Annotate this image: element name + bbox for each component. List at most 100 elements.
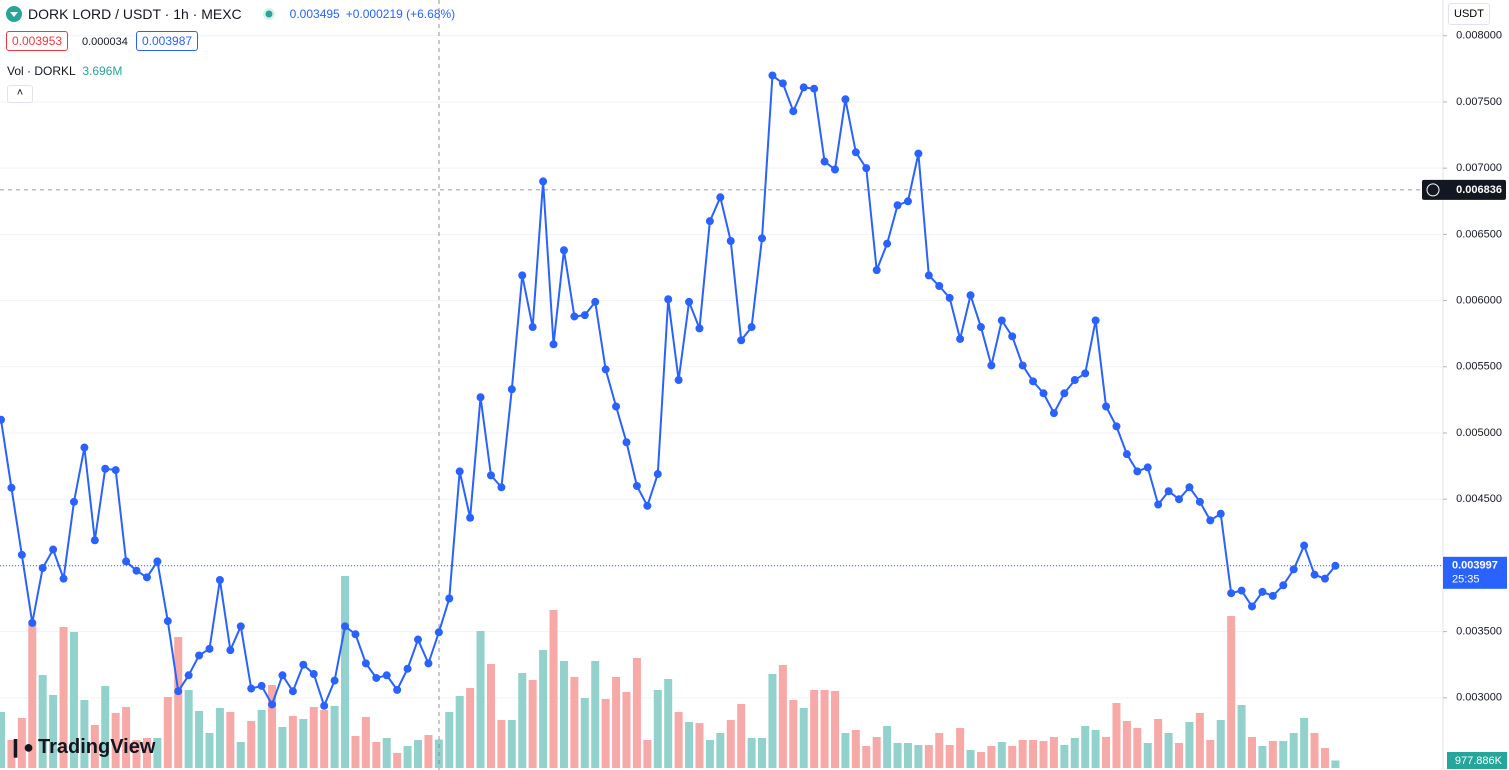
price-point <box>862 164 871 173</box>
price-point <box>976 323 985 332</box>
bid-price[interactable]: 0.003953 <box>6 31 69 51</box>
price-point <box>1289 565 1298 574</box>
y-tick-label: 0.006500 <box>1456 228 1502 240</box>
volume-bar <box>455 696 464 768</box>
volume-bar <box>632 658 641 768</box>
price-point <box>393 685 402 694</box>
volume-bar <box>268 685 277 768</box>
volume-bar <box>622 692 631 768</box>
y-tick-label: 0.003000 <box>1456 692 1502 704</box>
volume-bar <box>414 740 422 768</box>
price-point <box>403 664 412 673</box>
price-point <box>1008 332 1017 341</box>
symbol-header: DORK LORD / USDT · 1h · MEXC 0.003495 +0… <box>6 6 455 22</box>
volume-bar <box>1320 748 1329 768</box>
price-point <box>1310 570 1319 579</box>
currency-button[interactable]: USDT <box>1448 3 1490 25</box>
crosshair-plus <box>1426 183 1440 197</box>
countdown-label: 25:35 <box>1452 574 1480 586</box>
price-point <box>914 149 923 158</box>
price-point <box>1185 483 1194 492</box>
volume-bar <box>247 721 256 768</box>
price-point <box>549 340 558 349</box>
volume-bar <box>726 720 735 768</box>
logo-mark: ❙● <box>8 737 34 757</box>
volume-bar <box>601 699 610 768</box>
price-point <box>80 443 89 452</box>
price-point <box>685 297 694 306</box>
price-point <box>612 402 621 411</box>
volume-bar <box>1143 743 1152 768</box>
price-point <box>247 684 256 693</box>
volume-bar <box>1060 745 1069 768</box>
price-point <box>372 673 381 682</box>
volume-bar <box>497 720 506 768</box>
volume-bar <box>69 632 78 768</box>
price-point <box>653 470 662 479</box>
volume-bar <box>1070 738 1079 768</box>
price-point <box>1039 389 1048 398</box>
crosshair-close: 0.003495 <box>289 7 340 21</box>
volume-bar <box>205 733 214 768</box>
volume-bar <box>341 576 350 768</box>
price-point <box>90 536 99 545</box>
volume-bar <box>1122 721 1131 768</box>
volume-bar <box>1039 741 1048 768</box>
price-point <box>768 71 777 80</box>
price-point <box>455 467 464 476</box>
volume-bar <box>945 745 954 768</box>
volume-bar <box>1029 740 1038 768</box>
symbol-icon <box>6 6 22 22</box>
price-point <box>414 635 422 644</box>
price-point <box>28 618 37 627</box>
volume-bar <box>653 690 662 768</box>
price-point <box>1112 422 1121 431</box>
collapse-button[interactable]: ˄ <box>7 85 33 103</box>
price-point <box>851 148 860 157</box>
volume-bar <box>1216 720 1225 768</box>
volume-bar <box>7 740 16 768</box>
volume-bar <box>142 738 151 768</box>
price-point <box>1049 409 1058 418</box>
volume-bar <box>101 686 110 768</box>
price-point <box>872 266 881 275</box>
price-point <box>205 644 214 653</box>
price-point <box>0 415 5 424</box>
volume-bar <box>1268 741 1277 768</box>
volume-bar <box>236 742 245 768</box>
y-tick-label: 0.007000 <box>1456 162 1502 174</box>
price-point <box>486 471 495 480</box>
price-line <box>0 73 1337 709</box>
volume-bar <box>862 746 871 768</box>
volume-bar <box>914 745 923 768</box>
volume-bar <box>1237 705 1246 768</box>
volume-bar <box>1091 730 1100 768</box>
volume-bar <box>351 736 360 768</box>
volume-bar <box>111 713 120 768</box>
last-price-label: 0.003997 <box>1452 560 1498 572</box>
volume-bar <box>778 665 787 768</box>
volume-bar <box>559 661 568 768</box>
price-point <box>445 594 454 603</box>
volume-bar <box>122 707 131 768</box>
price-point <box>226 646 235 655</box>
price-point <box>153 557 162 566</box>
symbol-title[interactable]: DORK LORD / USDT · 1h · MEXC <box>28 6 242 22</box>
volume-bar <box>1112 703 1121 768</box>
volume-bar <box>1300 718 1309 768</box>
volume-bar <box>330 706 339 768</box>
price-point <box>257 681 266 690</box>
price-point <box>518 271 527 280</box>
y-tick-label: 0.003500 <box>1456 626 1502 638</box>
volume-bar <box>674 712 683 768</box>
price-point <box>1070 376 1079 385</box>
price-point <box>69 497 78 506</box>
price-point <box>1164 487 1173 496</box>
volume-bar <box>184 690 193 768</box>
price-point <box>1258 587 1267 596</box>
volume-bar <box>257 710 266 768</box>
volume-bar <box>820 690 829 768</box>
price-point <box>1175 495 1184 504</box>
ask-price[interactable]: 0.003987 <box>136 31 199 51</box>
price-point <box>1331 561 1340 570</box>
